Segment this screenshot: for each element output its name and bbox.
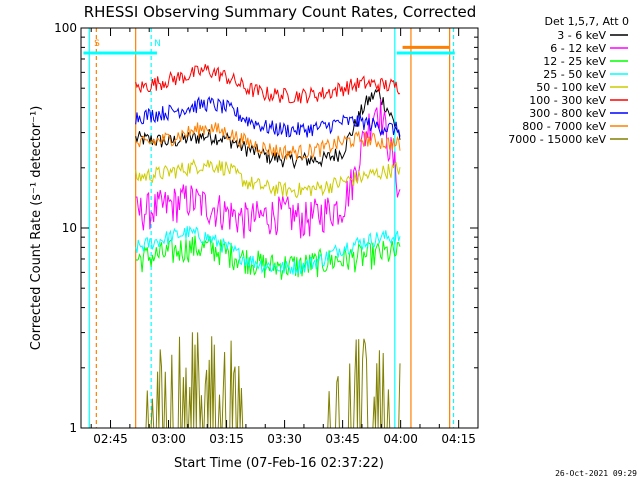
x-tick-label: 04:15: [441, 432, 476, 446]
legend-label: 12 - 25 keV: [543, 55, 606, 68]
series-line: [135, 234, 401, 280]
series-line: [135, 122, 401, 161]
y-tick-label: 10: [62, 221, 77, 235]
x-tick-label: 03:30: [267, 432, 302, 446]
series-line: [135, 64, 401, 104]
legend-label: 7000 - 15000 keV: [508, 133, 606, 146]
legend-label: 25 - 50 keV: [543, 68, 606, 81]
legend-label: 50 - 100 keV: [536, 81, 606, 94]
x-axis-label: Start Time (07-Feb-16 02:37:22): [174, 456, 384, 471]
y-tick-label: 100: [54, 21, 77, 35]
legend-label: 100 - 300 keV: [529, 94, 606, 107]
x-tick-label: 04:00: [383, 432, 418, 446]
annotation-label: S: [94, 39, 100, 49]
series-line: [135, 98, 401, 239]
x-tick-label: 03:15: [209, 432, 244, 446]
axes: 1 10 100 02:45 03:00 03:15 03:30 03:45 04:00 04:1…: [54, 21, 479, 446]
series-line: [135, 158, 401, 199]
y-tick-label: 1: [69, 421, 77, 435]
x-tick-label: 03:45: [325, 432, 360, 446]
legend-label: 300 - 800 keV: [529, 107, 606, 120]
plot-frame: [80, 27, 479, 429]
legend-label: 3 - 6 keV: [557, 29, 606, 42]
x-tick-label: 02:45: [93, 432, 128, 446]
footer-timestamp: 26-Oct-2021 09:29: [555, 469, 637, 478]
legend-label: 800 - 7000 keV: [522, 120, 606, 133]
series-lines: [135, 64, 401, 429]
time-markers: [88, 28, 455, 428]
series-line: [135, 95, 401, 138]
x-tick-label: 03:00: [151, 432, 186, 446]
chart-title: RHESSI Observing Summary Count Rates, Co…: [84, 3, 477, 21]
series-line: [135, 332, 401, 429]
legend-label: 6 - 12 keV: [550, 42, 606, 55]
series-line: [135, 225, 401, 275]
legend-title: Det 1,5,7, Att 0: [545, 15, 629, 28]
annotation-label: N: [154, 39, 161, 49]
y-axis-label: Corrected Count Rate (s⁻¹ detector⁻¹): [29, 106, 44, 351]
